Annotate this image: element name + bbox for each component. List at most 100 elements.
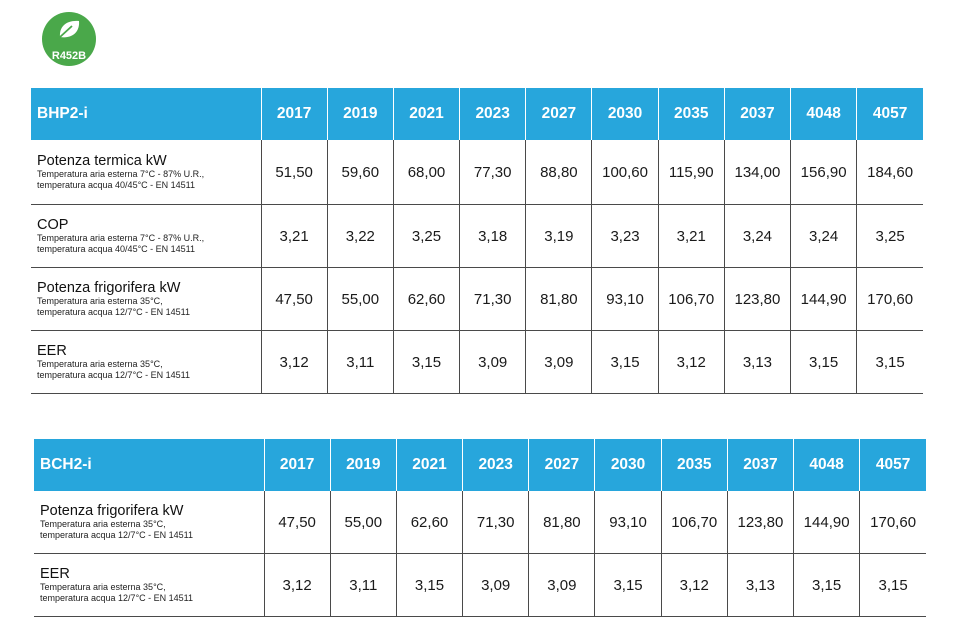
row-label: EER Temperatura aria esterna 35°C, tempera… [34, 553, 265, 617]
value-cell: 106,70 [660, 491, 728, 554]
row-condition: Temperatura aria esterna 35°C, [37, 358, 163, 369]
value-cell: 71,30 [462, 491, 529, 554]
row-label: EER Temperatura aria esterna 35°C, tempera… [31, 330, 262, 394]
refrigerant-badge: R452B [42, 12, 96, 66]
table-title: BCH2-i [34, 439, 265, 491]
model-header: 2037 [723, 88, 791, 140]
value-cell: 3,09 [462, 553, 529, 617]
table-row: Potenza frigorifera kW Temperatura aria e… [31, 267, 923, 331]
value-cell: 55,00 [329, 491, 397, 554]
model-header: 2017 [263, 439, 331, 491]
bhp2-i-table: BHP2-i 2017 2019 2021 2023 2027 2030 2035 2037 40… [31, 88, 923, 394]
header-row: BCH2-i 2017 2019 2021 2023 2027 2030 2035 2037 40… [34, 439, 926, 491]
row-condition: temperatura acqua 40/45°C - EN 14511 [37, 179, 196, 190]
model-header: 4057 [856, 88, 923, 140]
value-cell: 100,60 [591, 140, 659, 205]
model-header: 2021 [392, 88, 460, 140]
value-cell: 3,11 [326, 330, 394, 394]
row-condition: Temperatura aria esterna 35°C, [40, 581, 166, 592]
row-condition: Temperatura aria esterna 35°C, [37, 295, 163, 306]
row-condition: temperatura acqua 12/7°C - EN 14511 [40, 592, 194, 603]
value-cell: 3,25 [856, 204, 923, 268]
value-cell: 144,90 [790, 267, 857, 331]
table-row: EER Temperatura aria esterna 35°C, tempera… [31, 330, 923, 394]
leaf-icon [59, 20, 80, 38]
value-cell: 123,80 [723, 267, 791, 331]
row-label: COP Temperatura aria esterna 7°C - 87% U.… [31, 204, 262, 268]
row-label: Potenza termica kW Temperatura aria ester… [31, 140, 262, 205]
value-cell: 3,15 [790, 330, 857, 394]
table-title: BHP2-i [31, 88, 262, 140]
model-header: 4057 [859, 439, 926, 491]
value-cell: 62,60 [392, 267, 460, 331]
row-title: Potenza termica kW [37, 152, 167, 169]
table-row: COP Temperatura aria esterna 7°C - 87% U.… [31, 204, 923, 268]
model-header: 4048 [793, 439, 860, 491]
value-cell: 144,90 [793, 491, 860, 554]
value-cell: 3,22 [326, 204, 394, 268]
value-cell: 88,80 [525, 140, 592, 205]
value-cell: 93,10 [594, 491, 662, 554]
value-cell: 47,50 [263, 491, 331, 554]
value-cell: 47,50 [260, 267, 328, 331]
model-header: 4048 [790, 88, 857, 140]
row-label: Potenza frigorifera kW Temperatura aria e… [31, 267, 262, 331]
value-cell: 3,09 [459, 330, 526, 394]
value-cell: 156,90 [790, 140, 857, 205]
model-header: 2017 [260, 88, 328, 140]
value-cell: 55,00 [326, 267, 394, 331]
bch2-i-table: BCH2-i 2017 2019 2021 2023 2027 2030 2035 2037 40… [34, 439, 926, 617]
value-cell: 77,30 [459, 140, 526, 205]
row-condition: Temperatura aria esterna 7°C - 87% U.R., [37, 168, 205, 179]
value-cell: 59,60 [326, 140, 394, 205]
value-cell: 3,24 [790, 204, 857, 268]
table-row: Potenza termica kW Temperatura aria ester… [31, 140, 923, 205]
row-condition: temperatura acqua 12/7°C - EN 14511 [37, 369, 191, 380]
value-cell: 3,24 [723, 204, 791, 268]
row-condition: temperatura acqua 12/7°C - EN 14511 [40, 529, 194, 540]
value-cell: 81,80 [525, 267, 592, 331]
value-cell: 3,15 [395, 553, 463, 617]
value-cell: 134,00 [723, 140, 791, 205]
value-cell: 3,21 [260, 204, 328, 268]
value-cell: 170,60 [856, 267, 923, 331]
model-header: 2035 [657, 88, 725, 140]
row-title: Potenza frigorifera kW [37, 279, 181, 296]
model-header: 2019 [326, 88, 394, 140]
model-header: 2021 [395, 439, 463, 491]
model-header: 2019 [329, 439, 397, 491]
model-header: 2030 [591, 88, 659, 140]
value-cell: 3,12 [263, 553, 331, 617]
value-cell: 3,18 [459, 204, 526, 268]
value-cell: 3,15 [591, 330, 659, 394]
model-header: 2035 [660, 439, 728, 491]
model-header: 2023 [462, 439, 529, 491]
model-header: 2037 [726, 439, 794, 491]
value-cell: 3,15 [392, 330, 460, 394]
value-cell: 123,80 [726, 491, 794, 554]
value-cell: 3,19 [525, 204, 592, 268]
table-row: EER Temperatura aria esterna 35°C, tempera… [34, 553, 926, 617]
value-cell: 71,30 [459, 267, 526, 331]
value-cell: 3,13 [726, 553, 794, 617]
value-cell: 3,09 [528, 553, 595, 617]
value-cell: 3,12 [260, 330, 328, 394]
badge-circle [42, 12, 96, 66]
value-cell: 51,50 [260, 140, 328, 205]
value-cell: 3,21 [657, 204, 725, 268]
value-cell: 170,60 [859, 491, 926, 554]
row-title: EER [37, 342, 67, 359]
value-cell: 184,60 [856, 140, 923, 205]
model-header: 2027 [525, 88, 592, 140]
value-cell: 3,12 [660, 553, 728, 617]
model-header: 2027 [528, 439, 595, 491]
model-header: 2030 [594, 439, 662, 491]
row-condition: Temperatura aria esterna 7°C - 87% U.R., [37, 232, 205, 243]
badge-label: R452B [52, 50, 86, 62]
value-cell: 106,70 [657, 267, 725, 331]
row-title: COP [37, 216, 69, 233]
model-header: 2023 [459, 88, 526, 140]
value-cell: 3,11 [329, 553, 397, 617]
value-cell: 3,15 [859, 553, 926, 617]
row-condition: temperatura acqua 12/7°C - EN 14511 [37, 306, 191, 317]
